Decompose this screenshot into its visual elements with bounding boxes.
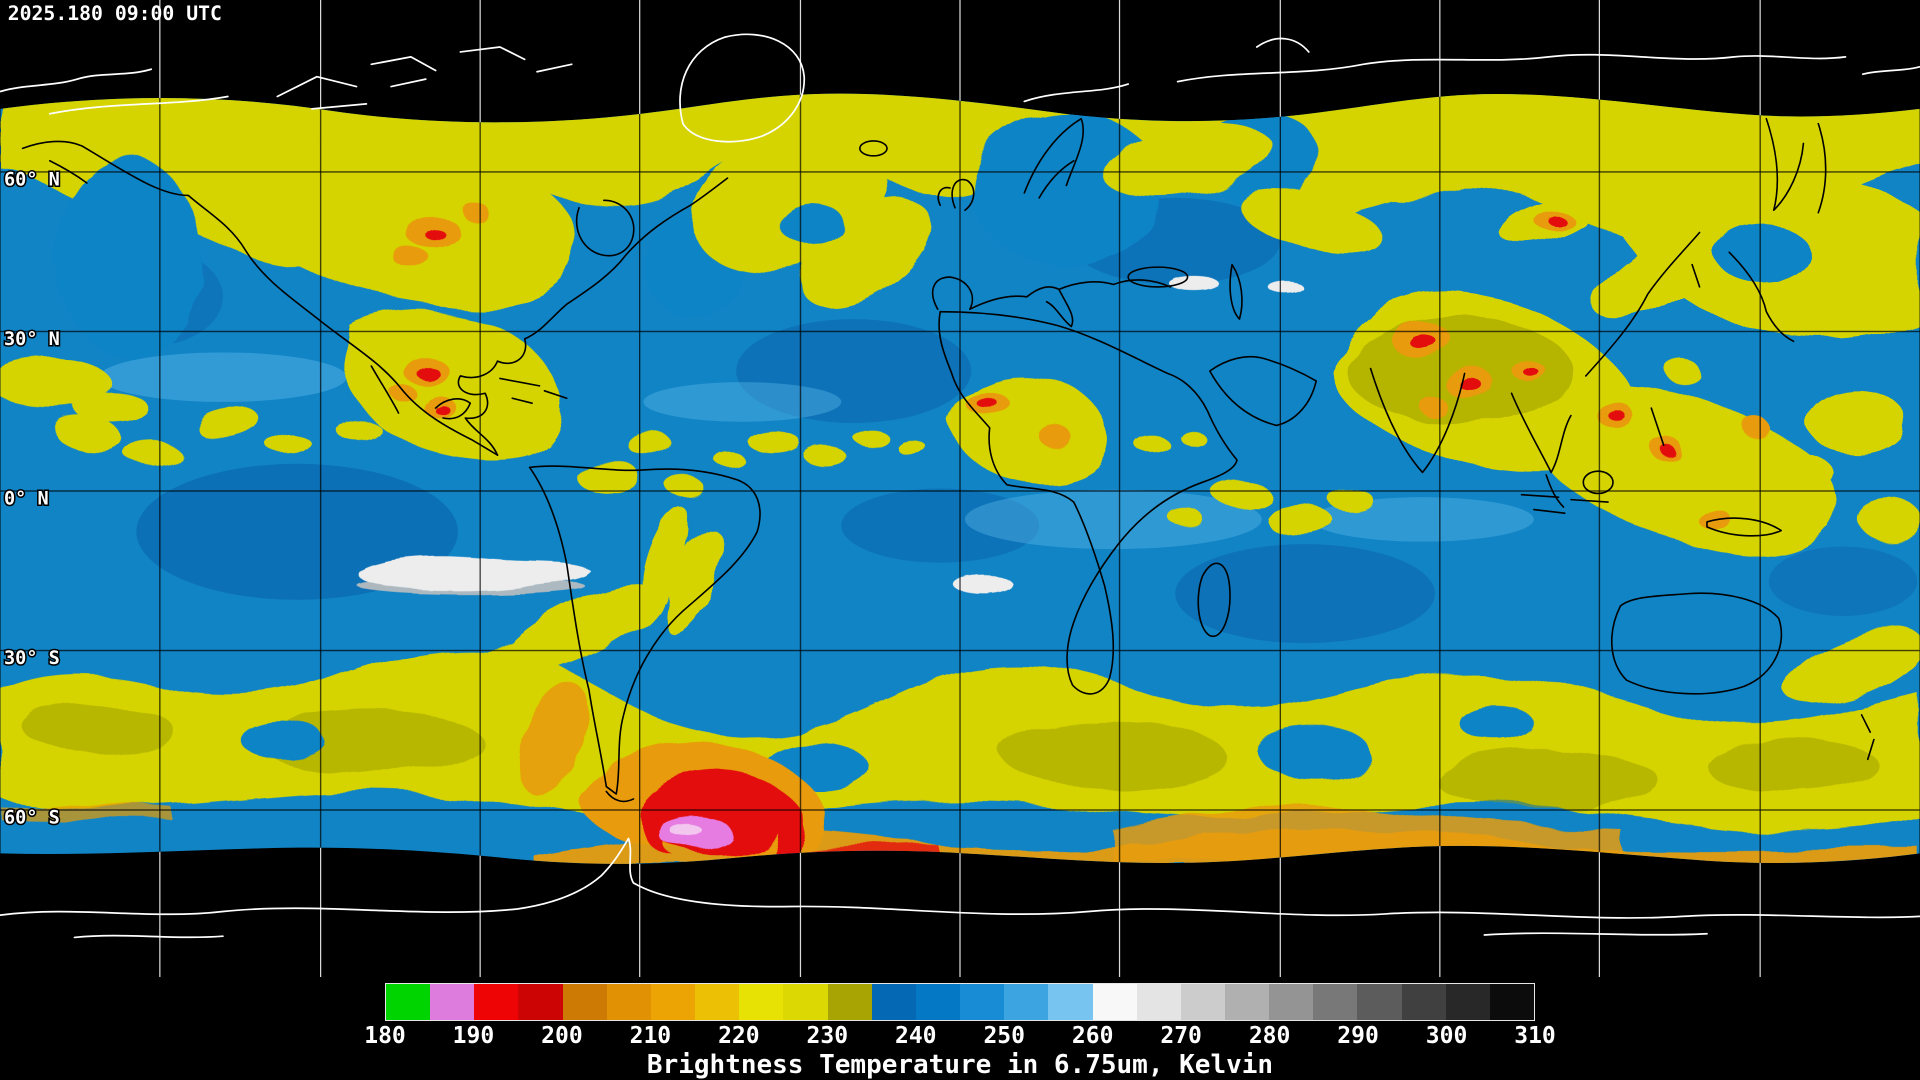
colorbar-segment	[430, 984, 475, 1020]
latitude-label: 30° S	[4, 648, 60, 669]
colorbar-segment	[1401, 984, 1446, 1020]
colorbar-ticks: 180 190 200 210 220 230 240 250 260 270 280 290 300 3…	[364, 1023, 1556, 1049]
colorbar-tick: 230	[806, 1023, 849, 1049]
colorbar-segment	[783, 984, 828, 1020]
colorbar-tick: 290	[1337, 1023, 1379, 1049]
satellite-map: 60° N 30° N 0° N 30° S 60° S 2025.180 09…	[0, 0, 1920, 977]
colorbar-segment	[386, 984, 431, 1020]
colorbar-segment	[1048, 984, 1093, 1020]
coastlines-nodata	[0, 33, 1920, 939]
colorbar-tick: 240	[894, 1023, 937, 1049]
colorbar-segment	[915, 984, 961, 1020]
colorbar-tick: 210	[629, 1023, 672, 1049]
colorbar-area: 180 190 200 210 220 230 240 250 260 270 280 290 300 3…	[364, 983, 1556, 1080]
colorbar-tick: 180	[364, 1023, 406, 1049]
colorbar-segment	[1269, 984, 1314, 1020]
colorbar-tick: 310	[1514, 1023, 1556, 1049]
colorbar-segment	[1445, 984, 1490, 1020]
latitude-label: 60° N	[4, 170, 60, 191]
colorbar-segment	[1136, 984, 1181, 1020]
colorbar-tick: 270	[1160, 1023, 1202, 1049]
colorbar-caption: Brightness Temperature in 6.75um, Kelvin	[646, 1050, 1274, 1080]
colorbar-segment	[1004, 984, 1049, 1020]
colorbar-segment	[871, 984, 916, 1020]
graticule-data	[0, 93, 1920, 864]
colorbar-tick: 300	[1425, 1023, 1468, 1049]
colorbar-segment	[1180, 984, 1225, 1020]
colorbar-segment	[474, 984, 519, 1020]
colorbar-segment	[1313, 984, 1358, 1020]
colorbar-segment	[827, 984, 872, 1020]
colorbar-segment	[606, 984, 651, 1020]
colorbar	[385, 983, 1535, 1021]
dry-air-shading	[74, 197, 1918, 644]
colorbar-segment	[1357, 984, 1402, 1020]
colorbar-segment	[1489, 984, 1535, 1020]
colorbar-segment	[650, 984, 696, 1020]
colorbar-segment	[739, 984, 784, 1020]
warm-surface-patches	[356, 275, 1304, 595]
colorbar-tick: 260	[1071, 1023, 1114, 1049]
colorbar-tick: 200	[541, 1023, 583, 1049]
latitude-label: 60° S	[4, 808, 60, 829]
latitude-label: 30° N	[4, 329, 60, 350]
latitude-labels: 60° N 30° N 0° N 30° S 60° S	[2, 168, 61, 830]
latitude-label: 0° N	[4, 489, 49, 510]
colorbar-segment	[1224, 984, 1270, 1020]
colorbar-tick: 190	[452, 1023, 495, 1049]
coastlines-data	[21, 117, 1875, 803]
data-region	[0, 93, 1920, 864]
colorbar-tick: 250	[983, 1023, 1025, 1049]
colorbar-segment	[518, 984, 563, 1020]
colorbar-tick: 280	[1248, 1023, 1291, 1049]
colorbar-segment	[695, 984, 740, 1020]
colorbar-segment	[1092, 984, 1137, 1020]
colorbar-tick: 220	[718, 1023, 760, 1049]
colorbar-segment	[960, 984, 1005, 1020]
colorbar-segments	[386, 984, 1535, 1020]
timestamp: 2025.180 09:00 UTC	[8, 2, 222, 25]
colorbar-segment	[562, 984, 607, 1020]
